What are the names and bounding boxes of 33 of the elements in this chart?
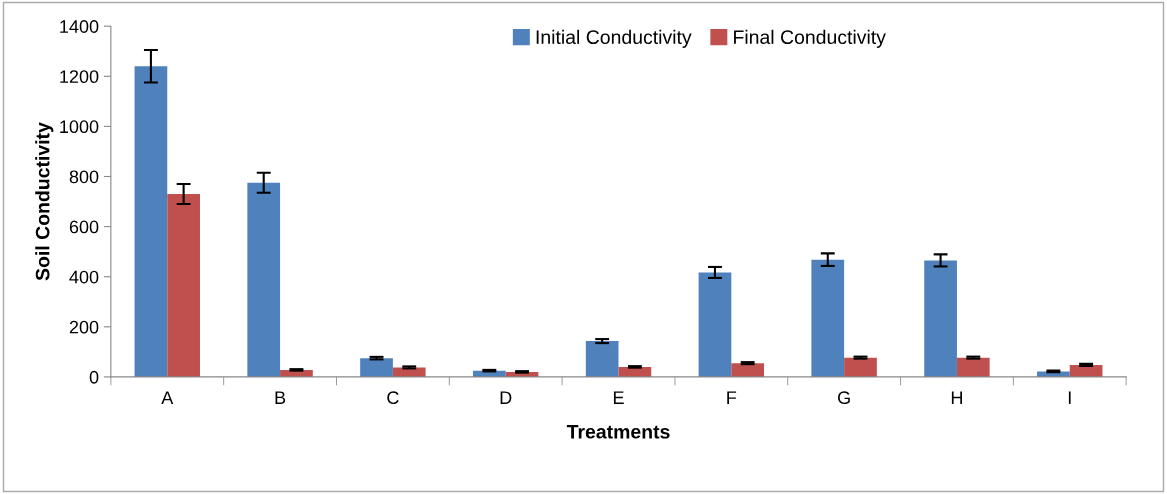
y-axis-title: Soil Conductivity — [35, 122, 54, 281]
legend-label: Final Conductivity — [734, 29, 886, 48]
y-tick-label: 200 — [69, 320, 99, 334]
x-tick-label: B — [275, 391, 286, 404]
bar — [360, 358, 393, 377]
bar — [134, 66, 168, 377]
x-tick-label: H — [951, 391, 962, 404]
legend-label: Initial Conductivity — [536, 29, 692, 48]
bar — [924, 260, 957, 377]
x-tick-label: F — [727, 391, 737, 404]
bar — [956, 357, 990, 377]
bar — [247, 182, 281, 377]
y-tick-label: 0 — [89, 370, 99, 384]
y-tick-label: 400 — [69, 270, 99, 284]
x-tick-label: C — [387, 391, 399, 405]
bar — [698, 272, 732, 377]
x-tick-label: E — [613, 391, 624, 404]
x-tick-label: A — [161, 391, 174, 404]
y-tick-label: 1200 — [60, 70, 99, 84]
bar — [811, 259, 845, 377]
y-tick-label: 1400 — [60, 20, 99, 33]
y-tick-label: 800 — [69, 170, 99, 184]
bar — [585, 341, 619, 377]
y-tick-label: 1000 — [60, 120, 99, 134]
bar — [392, 367, 426, 377]
x-tick-label: D — [500, 391, 512, 404]
x-tick-label: G — [838, 391, 850, 405]
bar — [731, 363, 765, 377]
y-tick-label: 600 — [69, 220, 99, 234]
bar — [844, 357, 877, 377]
x-axis-title: Treatments — [566, 425, 670, 439]
bar — [167, 194, 200, 377]
x-tick-label: I — [1068, 391, 1071, 404]
